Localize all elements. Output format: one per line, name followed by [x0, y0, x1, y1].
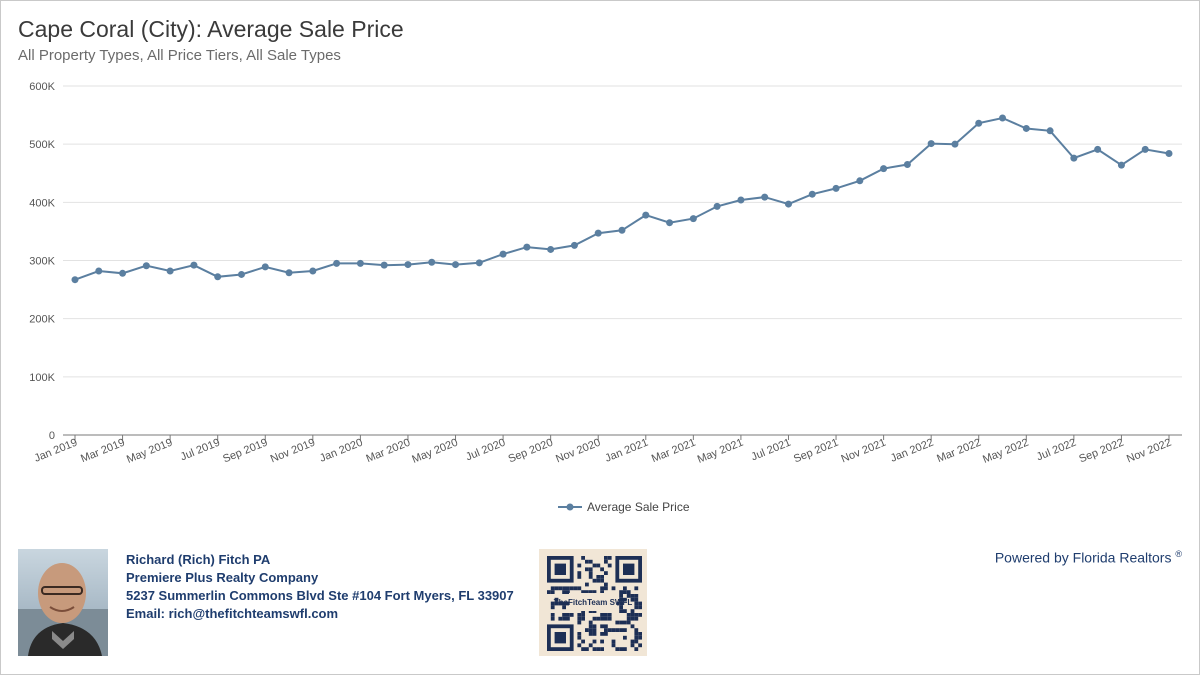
data-point	[927, 140, 935, 148]
data-point	[285, 269, 293, 277]
agent-company: Premiere Plus Realty Company	[126, 570, 319, 585]
data-point	[951, 140, 959, 148]
data-point	[1046, 127, 1054, 135]
data-point	[214, 273, 222, 281]
x-tick-label: Mar 2021	[650, 437, 698, 466]
y-tick-label: 300K	[29, 256, 55, 268]
data-point	[166, 267, 174, 275]
legend-label: Average Sale Price	[587, 500, 690, 514]
data-point	[237, 270, 245, 278]
y-tick-label: 500K	[29, 139, 55, 151]
data-point	[499, 250, 507, 258]
powered-by: Powered by Florida Realtors ®	[995, 549, 1182, 566]
data-point	[95, 267, 103, 275]
x-tick-label: Jul 2022	[1035, 437, 1078, 464]
agent-photo	[18, 549, 108, 656]
data-point	[142, 262, 150, 270]
agent-info: Richard (Rich) Fitch PA Premiere Plus Re…	[126, 551, 514, 623]
x-tick-label: Mar 2020	[364, 437, 412, 466]
data-point	[1022, 124, 1030, 132]
x-tick-label: Nov 2019	[269, 437, 317, 466]
data-point	[689, 215, 697, 223]
y-tick-label: 200K	[29, 314, 55, 326]
agent-address: 5237 Summerlin Commons Blvd Ste #104 For…	[126, 588, 514, 603]
x-tick-label: May 2020	[410, 437, 459, 466]
data-point	[808, 190, 816, 198]
x-tick-label: Jul 2020	[464, 437, 507, 464]
chart-subtitle: All Property Types, All Price Tiers, All…	[18, 47, 341, 64]
qr-code: TheFitchTeam SWFL	[539, 549, 647, 656]
data-point	[523, 243, 531, 251]
data-point	[856, 177, 864, 185]
data-point	[190, 261, 198, 269]
data-point	[261, 263, 269, 271]
data-point	[1141, 145, 1149, 153]
agent-email: Email: rich@thefitchteamswfl.com	[126, 606, 339, 621]
x-tick-label: Sep 2021	[792, 437, 840, 466]
data-point	[642, 211, 650, 219]
x-tick-label: Nov 2021	[840, 437, 888, 466]
x-tick-label: Jul 2019	[179, 437, 222, 464]
data-point	[380, 261, 388, 269]
x-tick-label: Sep 2022	[1077, 437, 1125, 466]
data-point	[1094, 145, 1102, 153]
agent-name: Richard (Rich) Fitch PA	[126, 552, 271, 567]
data-point	[1070, 154, 1078, 162]
data-point	[1117, 161, 1125, 169]
data-point	[761, 193, 769, 201]
data-point	[452, 261, 460, 269]
legend-marker	[566, 503, 574, 511]
data-point	[71, 276, 79, 284]
data-point	[404, 261, 412, 269]
x-tick-label: May 2022	[981, 437, 1030, 466]
data-point	[119, 269, 127, 277]
data-point	[784, 200, 792, 208]
data-point	[618, 226, 626, 234]
data-point	[666, 219, 674, 227]
x-tick-label: Sep 2019	[221, 437, 269, 466]
y-tick-label: 0	[49, 430, 55, 442]
qr-logo-text: TheFitchTeam SWFL	[554, 598, 633, 607]
x-tick-label: May 2021	[696, 437, 745, 466]
x-tick-label: Mar 2022	[935, 437, 983, 466]
x-tick-label: May 2019	[125, 437, 174, 466]
registered-mark: ®	[1175, 549, 1182, 559]
x-tick-label: Mar 2019	[79, 437, 127, 466]
data-point	[737, 196, 745, 204]
y-tick-label: 100K	[29, 372, 55, 384]
data-point	[1165, 149, 1173, 157]
data-point	[356, 259, 364, 267]
data-point	[903, 161, 911, 169]
chart-title: Cape Coral (City): Average Sale Price	[18, 16, 404, 42]
data-point	[594, 229, 602, 237]
x-tick-label: Jan 2022	[889, 437, 935, 465]
data-point	[713, 202, 721, 210]
data-point	[475, 259, 483, 267]
powered-by-text: Powered by Florida Realtors	[994, 549, 1172, 566]
x-tick-label: Jan 2021	[603, 437, 649, 465]
data-point	[428, 258, 436, 266]
x-tick-label: Jan 2020	[318, 437, 364, 465]
data-point	[570, 241, 578, 249]
x-tick-label: Nov 2022	[1125, 437, 1173, 466]
x-tick-label: Sep 2020	[507, 437, 555, 466]
y-tick-label: 400K	[29, 197, 55, 209]
data-point	[880, 165, 888, 173]
series-line	[74, 116, 1170, 281]
data-point	[975, 119, 983, 127]
x-tick-label: Jan 2019	[33, 437, 79, 465]
data-point	[832, 184, 840, 192]
x-tick-label: Nov 2020	[554, 437, 602, 466]
y-tick-label: 600K	[29, 81, 55, 93]
data-point	[309, 267, 317, 275]
data-point	[547, 245, 555, 253]
x-tick-label: Jul 2021	[750, 437, 793, 464]
line-chart: 0 100K 200K 300K 400K 500K 600K Jan 2019 Mar 201…	[29, 81, 1182, 514]
data-point	[333, 259, 341, 267]
data-point	[999, 114, 1007, 122]
